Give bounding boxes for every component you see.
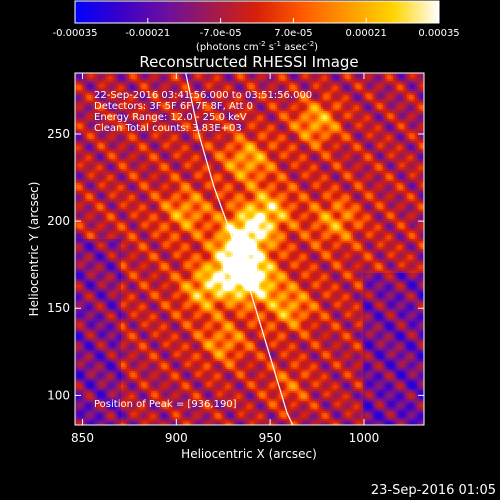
x-tick-label: 950 <box>259 431 282 445</box>
annotation-peak: Position of Peak = [936,190] <box>94 399 237 410</box>
colorbar-gradient <box>75 1 439 23</box>
colorbar: -0.00035 -0.00021 -7.0e-05 7.0e-05 0.00021 0.… <box>53 1 460 53</box>
x-tick-label: 1000 <box>349 431 380 445</box>
annotation-energy: Energy Range: 12.0 - 25.0 keV <box>94 112 247 123</box>
colorbar-tick-label: 7.0e-05 <box>274 28 312 39</box>
colorbar-tick-label: -0.00035 <box>53 28 98 39</box>
annotation-time-range: 22-Sep-2016 03:41:56.000 to 03:51:56.000 <box>94 90 312 101</box>
y-tick-label: 150 <box>47 301 70 315</box>
x-axis-label: Heliocentric X (arcsec) <box>181 447 317 461</box>
colorbar-tick-label: 0.00035 <box>418 28 459 39</box>
y-tick-label: 200 <box>47 214 70 228</box>
colorbar-tick-label: 0.00021 <box>346 28 387 39</box>
y-tick-label: 250 <box>47 127 70 141</box>
x-tick-label: 900 <box>165 431 188 445</box>
colorbar-tick-label: -0.00021 <box>125 28 170 39</box>
annotation-clean: Clean Total counts: 3.83E+03 <box>94 123 242 134</box>
colorbar-tick-label: -7.0e-05 <box>200 28 242 39</box>
x-tick-label: 850 <box>71 431 94 445</box>
chart-title: Reconstructed RHESSI Image <box>139 53 358 71</box>
annotation-detectors: Detectors: 3F 5F 6F 7F 8F, Att 0 <box>94 101 253 112</box>
y-tick-label: 100 <box>47 388 70 402</box>
colorbar-unit-label: (photons cm-2 s-1 asec-2) <box>196 40 318 53</box>
y-axis-label: Heliocentric Y (arcsec) <box>27 182 41 317</box>
footer-timestamp: 23-Sep-2016 01:05 <box>371 483 496 498</box>
